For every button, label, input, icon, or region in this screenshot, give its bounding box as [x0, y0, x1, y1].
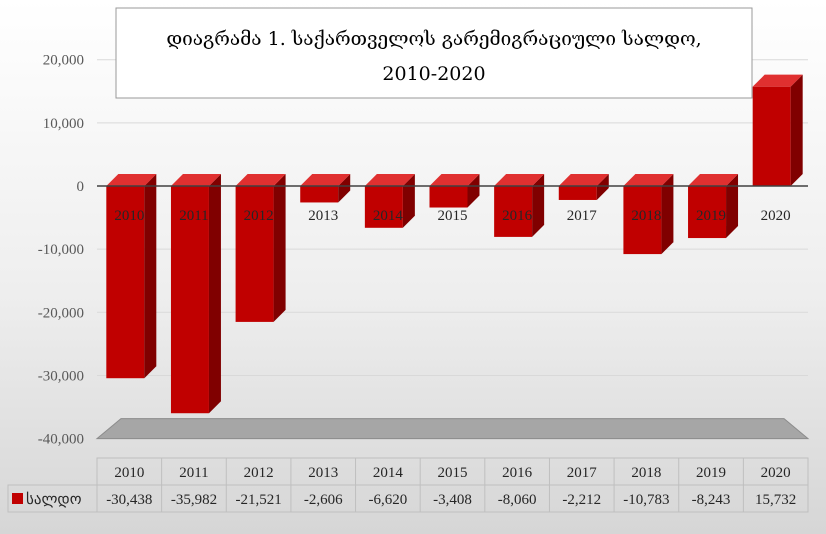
bar-front [558, 186, 597, 200]
bar-front [364, 186, 403, 228]
x-category-label: 2012 [244, 208, 274, 224]
bar [494, 174, 545, 237]
bar-side [402, 174, 415, 228]
legend-series-name: სალდო [26, 491, 82, 508]
table-value-cell: -8,243 [692, 492, 731, 508]
bar [300, 174, 351, 203]
table-year-cell: 2010 [114, 465, 144, 481]
bar-front [494, 186, 533, 237]
table-year-cell: 2014 [373, 465, 404, 481]
bar-side [661, 174, 674, 255]
bar-side [273, 174, 286, 322]
chart-title-line1: დიაგრამა 1. საქართველოს გარემიგრაციული ს… [166, 28, 701, 50]
chart-title-box: დიაგრამა 1. საქართველოს გარემიგრაციული ს… [115, 7, 753, 99]
bar-front [235, 186, 274, 322]
y-axis-ticks: 20,000 10,000 0 -10,000 -20,000 -30,000 -40,00… [38, 53, 84, 448]
table-value-cell: -2,212 [562, 492, 601, 508]
bar [623, 174, 674, 255]
y-tick-label: -20,000 [38, 305, 84, 321]
y-tick-label: 10,000 [43, 116, 84, 132]
x-category-label: 2010 [114, 208, 144, 224]
bar-top [170, 174, 221, 186]
bar-front [688, 186, 727, 239]
x-category-label: 2018 [631, 208, 661, 224]
bar-top [752, 74, 803, 87]
bar-top [623, 174, 674, 186]
table-year-cell: 2013 [308, 465, 338, 481]
bar-top [429, 174, 480, 186]
bar-side [596, 174, 609, 200]
bar [364, 174, 415, 228]
table-value-cell: -2,606 [304, 492, 343, 508]
bar-top [235, 174, 286, 186]
x-category-label: 2016 [502, 208, 533, 224]
x-axis-labels: 2010 2011 2012 2013 2014 2015 2016 2017 2018 2019… [114, 208, 790, 224]
bar-side [144, 174, 157, 379]
table-value-cell: 15,732 [755, 492, 796, 508]
bars [106, 74, 803, 414]
bar-side [532, 174, 545, 237]
x-category-label: 2020 [761, 208, 791, 224]
title-box [115, 7, 753, 99]
x-category-label: 2015 [438, 208, 468, 224]
x-category-label: 2011 [179, 208, 208, 224]
bar-front [752, 86, 791, 186]
table-year-cell: 2015 [438, 465, 468, 481]
y-tick-label: -30,000 [38, 368, 84, 384]
table-year-cell: 2019 [696, 465, 726, 481]
bar-top [494, 174, 545, 186]
table-year-cell: 2017 [567, 465, 598, 481]
bar [235, 174, 286, 322]
bar-top [364, 174, 415, 186]
bar-front [106, 186, 145, 379]
table-value-cell: -21,521 [235, 492, 281, 508]
bar [558, 174, 609, 200]
chart-floor-plane [95, 418, 810, 440]
bar-front [170, 186, 209, 414]
bar-front [429, 186, 468, 208]
bar-side [790, 74, 803, 186]
y-tick-label: -10,000 [38, 242, 84, 258]
legend-key [12, 493, 23, 504]
chart-title-line2: 2010-2020 [382, 63, 485, 85]
bar-top [106, 174, 157, 186]
chart-floor [95, 418, 810, 440]
bar [429, 174, 480, 208]
bar-side [338, 174, 351, 203]
table-value-cell: -8,060 [498, 492, 537, 508]
table-year-cell: 2011 [179, 465, 208, 481]
bar [752, 74, 803, 186]
bar-side [208, 174, 221, 414]
bar-top [688, 174, 739, 186]
bar-top [558, 174, 609, 186]
bar [106, 174, 157, 379]
x-category-label: 2017 [567, 208, 598, 224]
table-year-cell: 2012 [244, 465, 274, 481]
table-year-cell: 2020 [761, 465, 791, 481]
table-value-cell: -30,438 [106, 492, 152, 508]
bar-side [467, 174, 480, 208]
y-tick-label: 20,000 [43, 53, 84, 69]
table-value-cell: -6,620 [368, 492, 407, 508]
x-category-label: 2019 [696, 208, 726, 224]
table-year-cell: 2018 [631, 465, 661, 481]
bar [170, 174, 221, 414]
table-value-cell: -3,408 [433, 492, 472, 508]
x-category-label: 2013 [308, 208, 338, 224]
table-value-cell: -10,783 [623, 492, 669, 508]
y-tick-label: -40,000 [38, 432, 84, 448]
bar-side [726, 174, 739, 239]
bar [688, 174, 739, 239]
y-tick-label: 0 [77, 179, 85, 195]
table-year-cell: 2016 [502, 465, 533, 481]
bar-front [300, 186, 339, 203]
bar-top [300, 174, 351, 186]
data-table: 2010 -30,438 2011 -35,982 2012 -21,521 2013 -2,… [7, 457, 809, 513]
table-value-cell: -35,982 [171, 492, 217, 508]
x-category-label: 2014 [373, 208, 404, 224]
bar-front [623, 186, 662, 255]
